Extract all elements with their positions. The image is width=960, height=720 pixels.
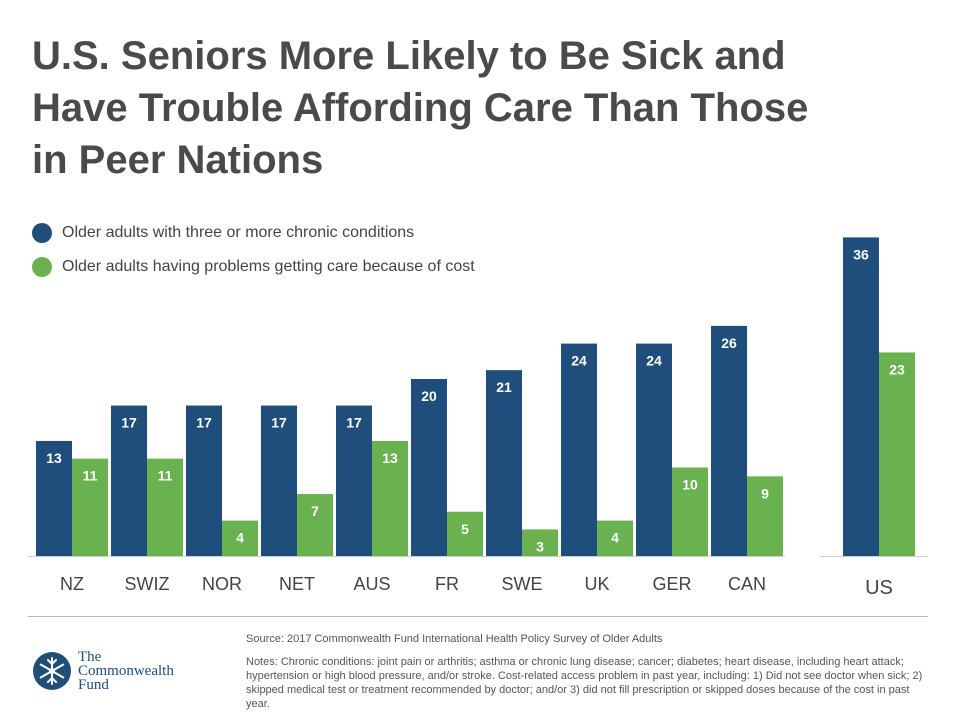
data-label: 20 (421, 388, 437, 404)
title-line: Have Trouble Affording Care Than Those (32, 86, 809, 130)
data-label: 13 (382, 450, 398, 466)
bar-chart: 13 11 NZ 17 11 SWIZ 17 4 NOR 17 7 NET 17 13 AUS 20 5 FR 21… (28, 237, 928, 599)
bar-chronic-can (711, 325, 747, 556)
legend-swatch-green (32, 257, 52, 277)
data-label: 3 (536, 538, 544, 554)
bar-cost-can (747, 476, 783, 556)
bar-chronic-swe (486, 370, 522, 556)
bar-cost-uk (597, 520, 633, 556)
bar-cost-nz (72, 458, 108, 556)
bar-chronic-net (261, 405, 297, 556)
logo-line: Commonwealth (78, 663, 174, 679)
legend-item-cost: Older adults having problems getting car… (32, 250, 475, 284)
snowflake-icon (33, 652, 71, 690)
data-label: 17 (271, 415, 287, 431)
bar-chronic-fr (411, 379, 447, 556)
category-label: FR (435, 574, 459, 594)
data-label: 17 (346, 415, 362, 431)
data-label: 24 (571, 353, 587, 369)
legend-item-chronic: Older adults with three or more chronic … (32, 216, 475, 250)
category-label: AUS (353, 574, 390, 594)
category-label: GER (652, 574, 691, 594)
category-label: NET (279, 574, 315, 594)
category-label: UK (584, 574, 609, 594)
legend: Older adults with three or more chronic … (32, 216, 475, 284)
bar-cost-ger (672, 467, 708, 556)
bar-cost-aus (372, 440, 408, 556)
data-label: 5 (461, 521, 469, 537)
data-label: 17 (121, 415, 137, 431)
category-label: SWE (501, 574, 542, 594)
data-label: 10 (682, 477, 698, 493)
chart-title: U.S. Seniors More Likely to Be Sick and … (32, 30, 932, 186)
legend-label: Older adults having problems getting car… (62, 258, 475, 275)
commonwealth-fund-logo: The Commonwealth Fund (32, 649, 174, 693)
data-label: 4 (611, 530, 619, 546)
source-note: Source: 2017 Commonwealth Fund Internati… (246, 633, 663, 645)
data-label: 17 (196, 415, 212, 431)
category-label: SWIZ (125, 574, 170, 594)
bar-chronic-ger (636, 343, 672, 556)
title-line: U.S. Seniors More Likely to Be Sick and (32, 34, 786, 78)
data-label: 11 (83, 468, 98, 484)
logo-line: Fund (78, 677, 109, 693)
data-label: 13 (46, 450, 62, 466)
data-label: 4 (236, 530, 244, 546)
bar-cost-swe (522, 529, 558, 556)
legend-label: Older adults with three or more chronic … (62, 224, 415, 241)
bar-cost-nor (222, 520, 258, 556)
footer-divider (28, 616, 928, 617)
data-label: 7 (311, 503, 319, 519)
bar-chronic-nz (36, 440, 72, 556)
data-label: 9 (761, 485, 769, 501)
bar-chronic-swiz (111, 405, 147, 556)
bar-cost-us (879, 352, 915, 556)
title-line: in Peer Nations (32, 138, 324, 182)
data-label: 26 (721, 335, 737, 351)
category-label: CAN (728, 574, 766, 594)
logo-wordmark: The Commonwealth Fund (78, 649, 174, 693)
bar-chronic-uk (561, 343, 597, 556)
legend-swatch-blue (32, 223, 52, 243)
bar-cost-swiz (147, 458, 183, 556)
bar-chronic-aus (336, 405, 372, 556)
bar-cost-fr (447, 511, 483, 556)
notes-text: Notes: Chronic conditions: joint pain or… (246, 656, 923, 710)
data-label: 36 (853, 246, 869, 262)
category-label: NZ (60, 574, 84, 594)
bar-chronic-nor (186, 405, 222, 556)
data-label: 23 (889, 361, 905, 377)
bar-chronic-us (843, 237, 879, 556)
data-label: 11 (158, 468, 173, 484)
data-label: 24 (646, 353, 662, 369)
bar-cost-net (297, 494, 333, 556)
logo-line: The (78, 649, 102, 665)
data-label: 21 (496, 379, 512, 395)
category-label: US (865, 577, 893, 599)
category-label: NOR (202, 574, 242, 594)
